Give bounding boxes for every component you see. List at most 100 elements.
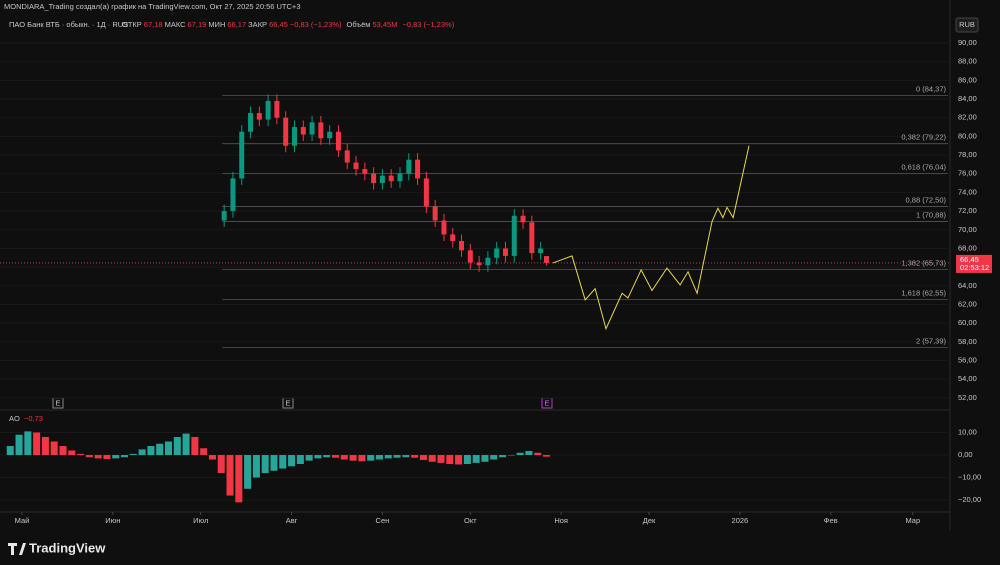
ao-bar xyxy=(340,455,348,460)
event[interactable]: E xyxy=(544,398,549,407)
ao-bar xyxy=(59,446,67,456)
legend-text: Объём xyxy=(347,20,371,29)
fib-label: 0,88 (72,50) xyxy=(906,195,947,204)
candle-body xyxy=(274,100,280,118)
ao-bar xyxy=(173,437,181,456)
legend-text: ОТКР xyxy=(122,20,142,29)
ao-bar xyxy=(446,455,454,465)
ao-bar xyxy=(15,434,23,456)
candle-body xyxy=(327,131,333,139)
candle-body xyxy=(476,262,482,266)
forecast-line xyxy=(552,145,750,331)
ao-bar xyxy=(419,455,427,460)
candle-body xyxy=(441,220,447,235)
candle-body xyxy=(371,173,377,184)
symbol: ПАО Банк ВТБ · обыкн. · 1Д · RUS xyxy=(9,20,128,29)
x-tick-label: Окт xyxy=(464,516,477,525)
legend-text: 53,45M xyxy=(372,20,397,29)
x-tick-label: Фев xyxy=(824,516,838,525)
candle-body xyxy=(362,169,368,174)
legend-text: −0,83 (−1,23%) xyxy=(290,20,342,29)
ao-bar xyxy=(103,455,111,460)
fib-label: 0,618 (76,04) xyxy=(901,162,946,171)
ao-bar xyxy=(6,446,14,456)
candle-body xyxy=(353,162,359,170)
candle-body xyxy=(221,211,227,221)
ao-bar xyxy=(147,446,155,456)
ao-bar xyxy=(437,455,445,463)
ao-bar xyxy=(481,455,489,462)
y-tick-label: 0,00 xyxy=(958,450,973,459)
x-tick-label: Мар xyxy=(905,516,920,525)
legend-text: МАКС xyxy=(165,20,187,29)
ao-bar xyxy=(68,450,76,456)
candle-body xyxy=(388,175,394,182)
indicator-value: −0,73 xyxy=(24,414,43,423)
y-tick-label: 64,00 xyxy=(958,281,977,290)
event[interactable]: E xyxy=(285,398,290,407)
ao-bar xyxy=(85,455,93,458)
y-tick-label: −10,00 xyxy=(958,473,981,482)
y-tick-label: 62,00 xyxy=(958,299,977,308)
ao-bar xyxy=(252,455,260,478)
candle-body xyxy=(309,122,315,135)
y-tick-label: 54,00 xyxy=(958,374,977,383)
ao-bar xyxy=(33,432,41,456)
x-tick-label: Июн xyxy=(105,516,120,525)
ao-bar xyxy=(542,455,551,457)
y-tick-label: 10,00 xyxy=(958,427,977,436)
ao-bar xyxy=(200,448,208,456)
ao-bar xyxy=(507,455,515,456)
candle-body xyxy=(543,256,549,263)
ao-bar xyxy=(428,455,436,462)
fib-label: 0 (84,37) xyxy=(916,85,947,94)
ao-bar xyxy=(463,455,471,465)
currency[interactable]: RUB xyxy=(959,20,975,29)
ao-bar xyxy=(129,453,137,456)
x-tick-label: Ноя xyxy=(554,516,568,525)
event[interactable]: E xyxy=(55,398,60,407)
candle-body xyxy=(511,215,517,256)
candle-body xyxy=(230,178,236,212)
ao-bar xyxy=(411,455,419,458)
x-tick-label: 2026 xyxy=(732,516,749,525)
ao-bar xyxy=(288,455,296,467)
candle-body xyxy=(485,257,491,266)
ao-bar xyxy=(244,455,252,489)
ao-bar xyxy=(94,455,102,459)
candle-body xyxy=(459,240,465,251)
candle-body xyxy=(494,248,500,258)
candle-body xyxy=(300,127,306,135)
y-tick-label: −20,00 xyxy=(958,495,981,504)
ao-bar xyxy=(156,443,164,456)
y-tick-label: 56,00 xyxy=(958,355,977,364)
ao-bar xyxy=(138,449,146,456)
currency-box[interactable] xyxy=(955,17,979,33)
logo-text: TradingView xyxy=(29,540,106,555)
ao-bar xyxy=(305,455,313,461)
legend-text: МИН xyxy=(208,20,225,29)
fib-label: 1 (70,88) xyxy=(916,211,947,220)
ao-bar xyxy=(367,455,375,461)
fib-label: 2 (57,39) xyxy=(916,337,947,346)
y-tick-label: 60,00 xyxy=(958,318,977,327)
candle-body xyxy=(256,113,262,120)
fib-label: 1,618 (62,55) xyxy=(901,288,946,297)
candle-body xyxy=(406,159,412,174)
ao-bar xyxy=(349,455,357,461)
x-tick-label: Май xyxy=(15,516,30,525)
y-tick-label: 52,00 xyxy=(958,393,977,402)
y-tick-label: 82,00 xyxy=(958,113,977,122)
y-tick-label: 78,00 xyxy=(958,150,977,159)
ao-bar xyxy=(393,455,401,458)
candle-body xyxy=(397,173,403,182)
y-tick-label: 86,00 xyxy=(958,75,977,84)
legend-text: 67,19 xyxy=(188,20,207,29)
ao-bar xyxy=(77,453,85,456)
y-tick-label: 80,00 xyxy=(958,131,977,140)
legend-text: 66,17 xyxy=(227,20,246,29)
candle-body xyxy=(423,178,429,207)
legend-text: −0,83 (−1,23%) xyxy=(402,20,454,29)
